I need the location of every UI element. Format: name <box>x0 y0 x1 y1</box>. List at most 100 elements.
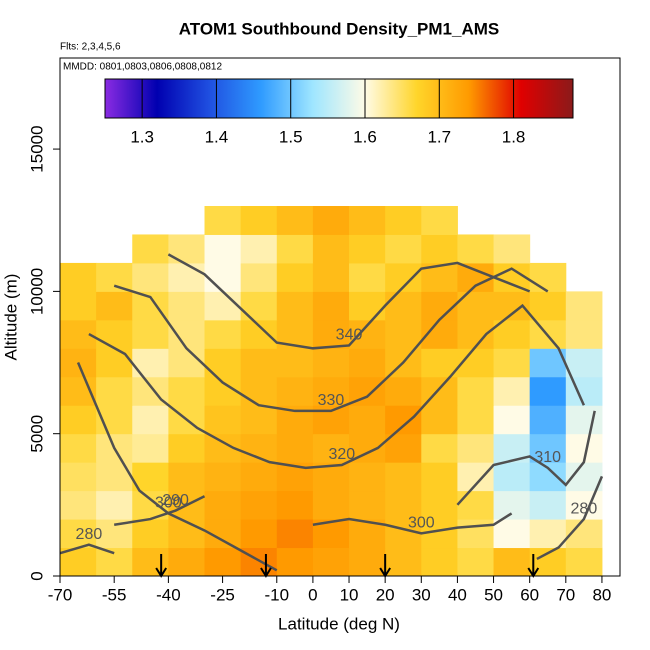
heat-cell <box>529 433 567 463</box>
x-tick-label: 0 <box>308 585 317 604</box>
heat-cell <box>204 291 242 321</box>
heat-cell <box>493 490 531 520</box>
heat-cell <box>276 206 314 235</box>
heat-cell <box>132 319 169 349</box>
heat-cell <box>276 234 314 264</box>
heat-cell <box>312 490 350 520</box>
plot-frame <box>59 57 621 577</box>
x-tick-label: -40 <box>156 585 181 604</box>
heat-cell <box>312 319 350 349</box>
colorbar-tick-label: 1.4 <box>205 127 229 146</box>
heat-cell <box>349 291 386 321</box>
heat-cell <box>457 234 495 264</box>
colorbar-tick-label: 1.7 <box>427 127 451 146</box>
x-tick-label: 80 <box>592 585 611 604</box>
heat-cell <box>457 433 495 463</box>
contour-label: 280 <box>571 500 598 517</box>
x-tick-label: -25 <box>210 585 235 604</box>
contour-label: 300 <box>408 515 435 532</box>
heat-cell <box>529 490 567 520</box>
heat-cell <box>312 547 350 577</box>
heat-cell <box>385 462 422 492</box>
heat-cell <box>168 348 206 378</box>
heat-cell <box>240 291 278 321</box>
x-axis-label: Latitude (deg N) <box>278 614 400 633</box>
heat-cell <box>312 234 350 264</box>
y-tick-label: 10000 <box>27 268 46 315</box>
heat-cell <box>493 376 531 406</box>
heat-cell <box>60 462 97 492</box>
heat-cell <box>421 547 458 577</box>
heat-cell <box>60 519 97 549</box>
colorbar-tick-label: 1.3 <box>130 127 154 146</box>
heat-cell <box>457 376 495 406</box>
heat-cell <box>529 462 567 492</box>
heat-cell <box>385 490 422 520</box>
heat-cell <box>168 319 206 349</box>
heat-cell <box>132 433 169 463</box>
contour-label: 290 <box>162 492 189 509</box>
heat-cell <box>240 547 278 577</box>
heat-cell <box>385 234 422 264</box>
heat-cell <box>204 262 242 292</box>
contour-line <box>456 410 596 506</box>
heat-cell <box>565 319 603 349</box>
heat-cell <box>240 206 278 235</box>
x-tick-label: -70 <box>48 585 73 604</box>
heat-cell <box>493 462 531 492</box>
heat-cell <box>96 262 133 292</box>
heat-cell <box>276 433 314 463</box>
heat-cell <box>565 405 603 435</box>
heat-cell <box>276 291 314 321</box>
heat-cell <box>385 206 422 235</box>
colorbar-tick-label: 1.5 <box>279 127 303 146</box>
heat-cell <box>168 433 206 463</box>
heat-cell <box>385 519 422 549</box>
heat-cell <box>529 376 567 406</box>
contour-line <box>88 303 586 470</box>
heat-cell <box>312 348 350 378</box>
heat-cell <box>565 547 603 577</box>
contour-label: 320 <box>328 446 355 463</box>
y-tick-label: 0 <box>27 571 46 580</box>
heat-cell <box>168 519 206 549</box>
heat-cell <box>421 462 458 492</box>
heat-cell <box>457 519 495 549</box>
heat-cell <box>529 405 567 435</box>
contour-line <box>536 475 604 561</box>
heat-cell <box>349 405 386 435</box>
heat-cell <box>421 433 458 463</box>
heat-cell <box>457 291 495 321</box>
heat-cell <box>204 234 242 264</box>
heat-cell <box>96 348 133 378</box>
heat-cell <box>385 376 422 406</box>
contour-label: 340 <box>336 327 363 344</box>
heat-cell <box>457 319 495 349</box>
heat-cell <box>349 262 386 292</box>
heat-cell <box>565 490 603 520</box>
heat-cell <box>312 206 350 235</box>
heat-cell <box>385 433 422 463</box>
heat-cell <box>96 376 133 406</box>
heat-cell <box>312 262 350 292</box>
heat-cell <box>457 547 495 577</box>
x-tick-label: 70 <box>556 585 575 604</box>
heat-cell <box>385 291 422 321</box>
heat-cell <box>168 291 206 321</box>
heat-cell <box>529 291 567 321</box>
contour-label: 300 <box>155 495 182 512</box>
y-axis-label: Altitude (m) <box>1 274 20 361</box>
heat-cell <box>60 405 97 435</box>
heat-cell <box>421 490 458 520</box>
heat-cell <box>565 348 603 378</box>
heat-cell <box>529 519 567 549</box>
heat-cell <box>168 234 206 264</box>
contour-line <box>59 543 115 555</box>
colorbar-tick-label: 1.6 <box>353 127 377 146</box>
heat-cell <box>349 462 386 492</box>
y-tick-label: 5000 <box>27 415 46 453</box>
heat-cell <box>349 490 386 520</box>
heat-cell <box>421 291 458 321</box>
heat-cell <box>204 405 242 435</box>
